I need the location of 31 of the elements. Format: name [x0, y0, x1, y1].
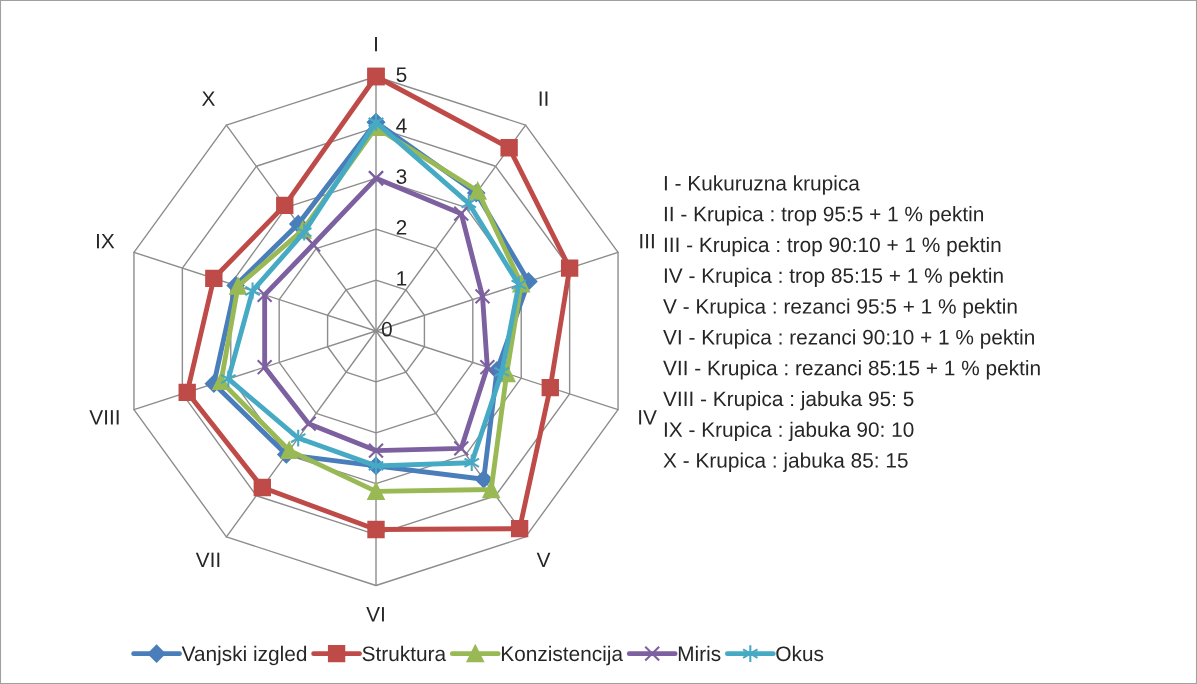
spoke-label: IV	[639, 410, 657, 425]
y-tick-label: 0	[381, 321, 392, 337]
spoke-label: X	[201, 91, 215, 106]
text: I - Kukuruzna krupica	[664, 175, 860, 195]
spoke-label: VI	[366, 607, 384, 622]
spoke-label: VIII	[89, 410, 119, 425]
spoke-label: I	[375, 37, 377, 52]
spoke-label: II	[539, 91, 548, 106]
legend-label: Vanjski izgled	[181, 645, 307, 666]
text: VIII - Krupica : jabuka 95: 5	[663, 390, 914, 411]
text: V - Krupica : rezanci 95:5 + 1 % pektin	[663, 298, 1017, 318]
text: IX - Krupica : jabuka 90: 10	[664, 421, 914, 442]
text: VII - Krupica : rezanci 85:15 + 1 % pektin	[663, 360, 1040, 380]
legend-label: Miris	[678, 645, 721, 662]
y-tick-label: 4	[396, 118, 407, 133]
spoke-label: VII	[195, 552, 220, 567]
spoke-label: IX	[96, 233, 115, 249]
text: VI - Krupica : rezanci 90:10 + 1 % pektin	[663, 329, 1034, 349]
spoke-label: III	[640, 233, 654, 249]
y-tick-label: 5	[396, 67, 407, 83]
legend-label: Okus	[776, 645, 824, 662]
y-tick-label: 2	[396, 220, 407, 235]
legend-label: Konzistencija	[501, 645, 624, 666]
y-tick-label: 3	[396, 169, 407, 184]
y-tick-label: 1	[397, 271, 407, 286]
text: III - Krupica : trop 90:10 + 1 % pektin	[664, 236, 1001, 257]
text: II - Krupica : trop 95:5 + 1 % pektin	[664, 206, 983, 226]
legend-label: Struktura	[362, 645, 447, 662]
text: X - Krupica : jabuka 85: 15	[663, 452, 908, 472]
spoke-label: V	[536, 552, 551, 567]
text: IV - Krupica : trop 85:15 + 1 % pektin	[664, 267, 1003, 288]
